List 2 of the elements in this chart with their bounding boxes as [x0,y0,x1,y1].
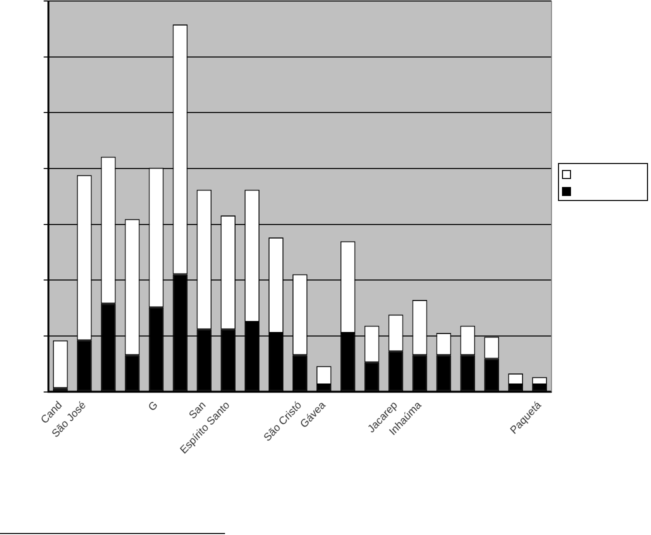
x-tick-label: San [186,399,208,422]
x-tick-label: G [146,399,160,414]
